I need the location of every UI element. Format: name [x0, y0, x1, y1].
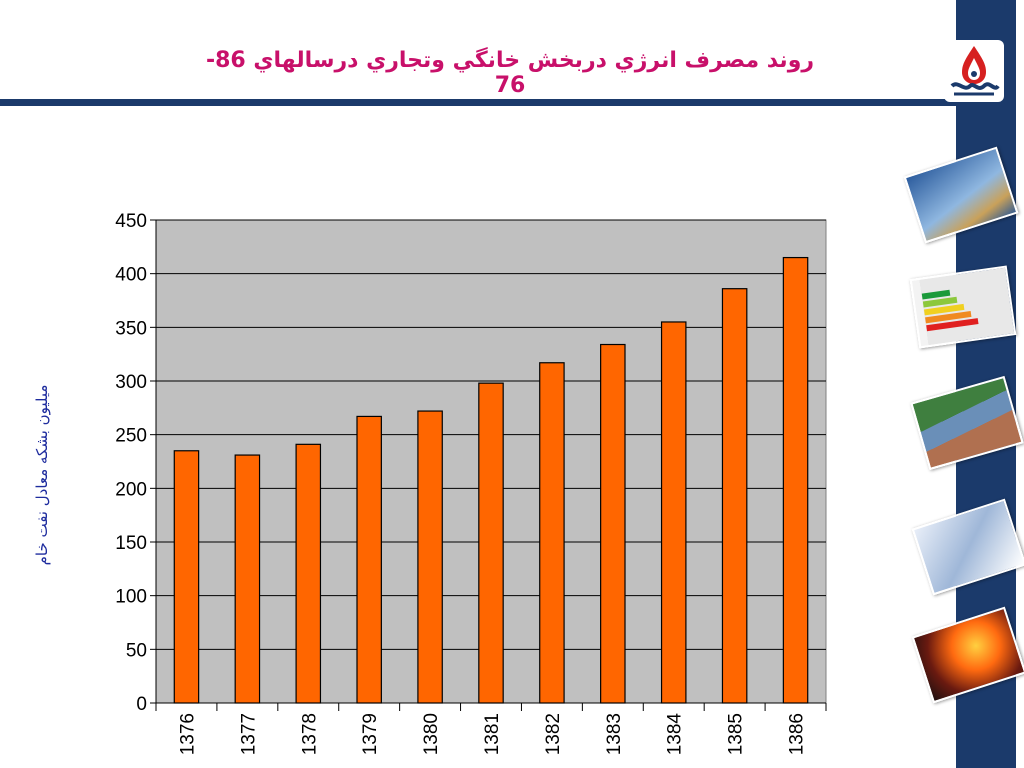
bar — [721, 288, 748, 704]
y-tick-label: 100 — [115, 587, 147, 608]
bar — [478, 382, 504, 704]
x-tick-label: 1380 — [421, 713, 442, 755]
y-tick-label: 150 — [115, 533, 147, 554]
slide-title: روند مصرف انرژي دربخش خانگي وتجاري درسال… — [205, 48, 815, 98]
x-tick-label: 1384 — [665, 713, 686, 756]
x-tick-label: 1378 — [299, 713, 320, 755]
y-tick-label: 250 — [115, 426, 147, 447]
bar-chart: 0 50 100 150 200 250 300 350 400 450 1376 1377 1378 1… — [115, 211, 827, 756]
x-tick-label: 1382 — [543, 713, 564, 755]
y-tick-label: 400 — [115, 265, 147, 286]
bar — [295, 443, 322, 704]
energy-label-image — [909, 265, 1017, 349]
bar — [234, 454, 261, 704]
y-tick-label: 50 — [126, 640, 147, 661]
title-divider-bar — [0, 99, 958, 106]
y-tick-label: 450 — [115, 211, 147, 232]
y-tick-label: 200 — [115, 479, 147, 500]
x-tick-label: 1386 — [787, 713, 808, 755]
bar — [600, 343, 626, 704]
y-tick-label: 350 — [115, 318, 147, 339]
x-tick-label: 1377 — [238, 713, 259, 755]
y-tick-label: 0 — [136, 694, 147, 715]
x-tick-label: 1379 — [360, 713, 381, 755]
x-tick-label: 1383 — [604, 713, 625, 755]
bar — [356, 415, 382, 704]
oil-company-logo — [944, 40, 1004, 102]
bar — [417, 410, 443, 704]
y-tick-label: 300 — [115, 372, 147, 393]
x-tick-label: 1381 — [482, 713, 503, 755]
bar — [660, 321, 687, 704]
bar — [539, 362, 565, 704]
x-tick-label: 1385 — [726, 713, 747, 755]
x-tick-label: 1376 — [177, 713, 198, 755]
bar — [782, 256, 809, 704]
bar — [173, 450, 200, 704]
y-axis-label: ميليون بشكه معادل نفت خام — [12, 360, 72, 590]
y-axis-label-text: ميليون بشكه معادل نفت خام — [33, 384, 51, 566]
